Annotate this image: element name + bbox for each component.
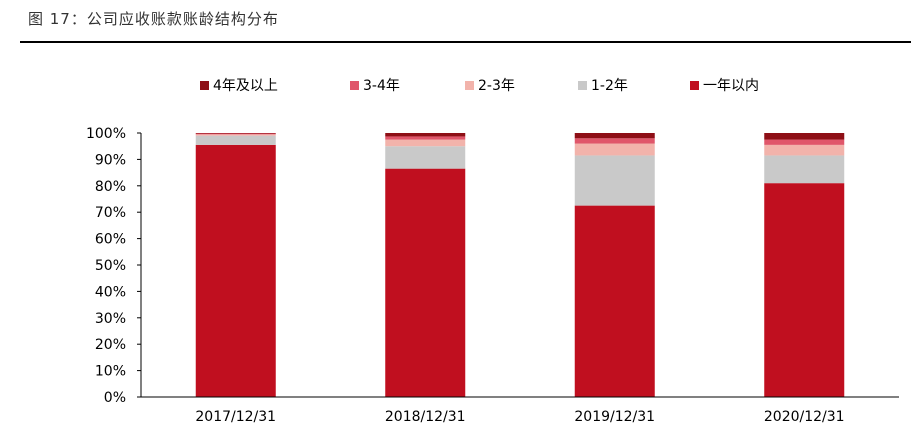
- bar-segment: [764, 144, 845, 156]
- bar-segment: [574, 138, 655, 144]
- title-rule: [20, 41, 911, 43]
- bar-segment: [764, 139, 845, 145]
- legend-label: 一年以内: [703, 78, 759, 94]
- legend-label: 2-3年: [478, 78, 515, 94]
- y-tick-label: 90%: [95, 152, 126, 168]
- bar-segment: [385, 168, 466, 397]
- y-tick-label: 40%: [95, 284, 126, 300]
- y-tick-label: 60%: [95, 232, 126, 248]
- legend-swatch: [200, 81, 209, 90]
- bar-segment: [195, 133, 276, 135]
- bar-segment: [764, 183, 845, 397]
- y-tick-label: 0%: [104, 390, 126, 406]
- bar-segment: [574, 143, 655, 156]
- figure-title: 图 17：公司应收账款账龄结构分布: [28, 10, 279, 28]
- y-axis: 0% 10% 20% 30% 40% 50% 60% 70% 80% 90% 100%: [86, 126, 142, 406]
- y-tick-label: 100%: [86, 126, 126, 142]
- legend-swatch: [690, 81, 699, 90]
- y-tick-label: 20%: [95, 337, 126, 353]
- bar-segment: [764, 155, 845, 184]
- bar-segment: [574, 205, 655, 397]
- legend-label: 1-2年: [591, 78, 628, 94]
- bar-segment: [195, 134, 276, 136]
- bar-segment: [385, 133, 466, 137]
- x-tick-label: 2020/12/31: [764, 409, 845, 425]
- legend-swatch: [350, 81, 359, 90]
- x-axis: 2017/12/31 2018/12/31 2019/12/31 2020/12/31: [141, 396, 899, 425]
- y-tick-label: 30%: [95, 311, 126, 327]
- bar-segment: [195, 135, 276, 145]
- y-tick-label: 10%: [95, 364, 126, 380]
- legend-swatch: [578, 81, 587, 90]
- y-tick-label: 80%: [95, 179, 126, 195]
- x-tick-label: 2018/12/31: [385, 409, 466, 425]
- y-tick-label: 50%: [95, 258, 126, 274]
- legend-swatch: [465, 81, 474, 90]
- x-tick-label: 2017/12/31: [195, 409, 276, 425]
- legend: 4年及以上 3-4年 2-3年 1-2年 一年以内: [200, 78, 759, 94]
- bar-segment: [385, 136, 466, 140]
- y-tick-label: 70%: [95, 205, 126, 221]
- x-tick-label: 2019/12/31: [574, 409, 655, 425]
- legend-label: 4年及以上: [213, 78, 278, 94]
- bar-segment: [574, 133, 655, 139]
- bar-segment: [195, 133, 276, 134]
- bar-segment: [764, 133, 845, 140]
- bar-segment: [574, 155, 655, 206]
- bars: [195, 133, 845, 397]
- legend-label: 3-4年: [363, 78, 400, 94]
- bar-segment: [195, 144, 276, 397]
- bar-segment: [385, 139, 466, 147]
- bar-segment: [385, 146, 466, 169]
